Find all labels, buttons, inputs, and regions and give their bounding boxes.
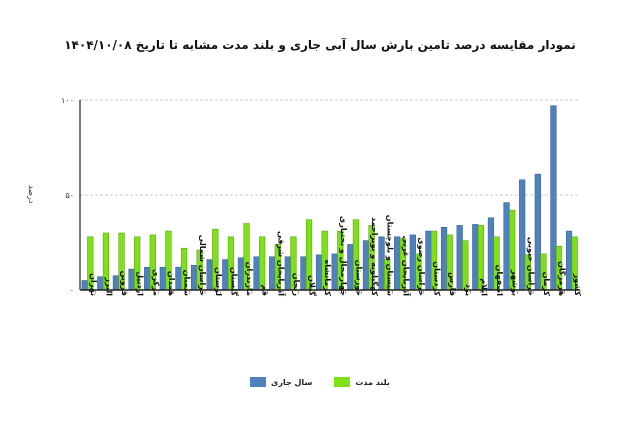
x-category-label: اصفهان (495, 265, 504, 297)
bar-current (362, 240, 370, 291)
bar-current (550, 105, 557, 291)
x-category-label: چهارمحال و بختیاری (339, 216, 348, 296)
legend: سال جاری بلند مدت (250, 375, 412, 389)
x-category-label: خراسان جنوبی (526, 237, 535, 296)
y-tick-label: ۵۰ (65, 191, 74, 200)
x-category-label: کشور (573, 273, 582, 297)
bar-current (378, 236, 385, 291)
bar-current (315, 254, 323, 291)
bar-current (565, 230, 573, 291)
x-category-label: آذربایجان شرقی (276, 231, 286, 296)
y-axis-label: درصد (27, 185, 36, 204)
bar-current (472, 224, 479, 291)
x-category-label: قزوین (120, 271, 129, 296)
bar-current (81, 280, 88, 291)
bar-current (128, 268, 135, 291)
bar-current (394, 236, 401, 291)
x-category-label: سمنان (183, 270, 192, 296)
x-category-label: گیلان (308, 275, 318, 296)
bar-current (190, 264, 198, 291)
x-category-label: ایلام (479, 278, 488, 296)
bar-current (534, 173, 541, 291)
x-category-label: کرمانشاه (323, 260, 332, 297)
legend-label-long-term: بلند مدت (355, 377, 390, 387)
x-category-label: اردبیل (136, 271, 145, 296)
bar-current (144, 266, 151, 291)
bar-current (456, 225, 463, 291)
bar-current (222, 259, 229, 291)
legend-item-current: سال جاری (250, 377, 312, 387)
legend-swatch-long-term (334, 377, 351, 387)
x-category-label: خوزستان (354, 260, 363, 297)
bar-current (440, 227, 448, 291)
bar-current (300, 256, 307, 291)
bar-current (331, 253, 338, 291)
bar-current (253, 256, 260, 291)
bar-current (206, 259, 213, 291)
x-category-label: کرمان (542, 272, 551, 297)
bar-current (519, 179, 526, 291)
x-category-label: مازندران (245, 262, 254, 296)
legend-swatch-current (250, 377, 266, 387)
x-category-label: البرز (104, 276, 113, 296)
bar-long-term (259, 236, 266, 291)
x-category-label: کهگیلویه و بویراحمد (370, 217, 380, 296)
x-category-label: همدان (167, 271, 176, 297)
x-category-label: زنجان (292, 273, 301, 297)
bar-current (284, 256, 291, 291)
bar-current (487, 217, 495, 291)
y-tick-label: ۱۰۰ (61, 96, 74, 105)
x-category-label: سیستان و بلوچستان (386, 215, 395, 296)
x-category-label: آذربایجان غربی (401, 236, 411, 297)
legend-label-current: سال جاری (271, 377, 313, 387)
y-tick-label: ۰ (70, 286, 74, 295)
legend-item-long-term: بلند مدت (334, 377, 390, 387)
x-category-label: بوشهر (511, 269, 520, 296)
x-category-label: گلستان (229, 267, 239, 297)
bar-current (237, 257, 245, 291)
x-category-label: مرکزی (151, 269, 160, 296)
bar-current (503, 202, 510, 291)
x-category-label: خراسان شمالی (198, 235, 207, 297)
bar-current (159, 266, 166, 291)
x-category-label: کردستان (433, 261, 442, 296)
bar-current (347, 244, 354, 291)
bar-current (97, 276, 104, 291)
bar-long-term (462, 240, 469, 291)
bar-current (425, 230, 432, 291)
x-category-label: تهران (89, 273, 98, 296)
x-category-label: لرستان (214, 267, 223, 296)
x-category-label: خراسان رضوی (417, 237, 426, 296)
bar-current (112, 275, 120, 291)
x-category-label: هرمزگان (558, 261, 568, 296)
bar-current (409, 234, 416, 291)
bar-current (269, 256, 276, 291)
chart-title: نمودار مقایسه درصد تامین بارش سال آبی جا… (64, 38, 576, 52)
bar-current (175, 266, 182, 291)
x-category-label: فارس (447, 272, 457, 296)
